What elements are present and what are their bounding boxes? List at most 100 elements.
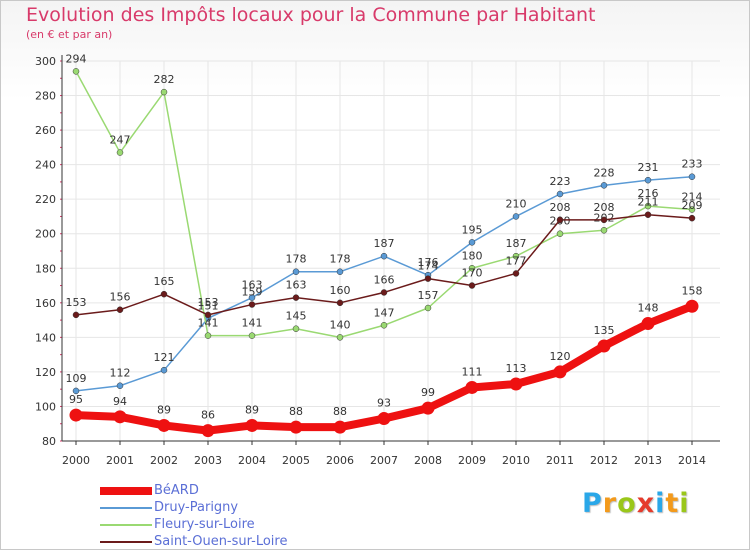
data-label-saintouen: 174: [418, 260, 439, 273]
data-label-fleury: 282: [154, 73, 175, 86]
data-label-druy: 121: [154, 351, 175, 364]
data-point-beard: [69, 408, 83, 422]
data-point-fleury: [160, 88, 168, 96]
data-label-saintouen: 160: [330, 284, 351, 297]
data-label-saintouen: 163: [286, 279, 307, 292]
x-tick-label: 2002: [150, 454, 178, 467]
x-tick-label: 2009: [458, 454, 486, 467]
data-label-saintouen: 165: [154, 275, 175, 288]
y-tick-label: 200: [35, 228, 56, 241]
data-point-saintouen: [248, 301, 256, 308]
data-label-druy: 223: [550, 175, 571, 188]
data-label-druy: 210: [506, 197, 527, 210]
data-label-beard: 158: [682, 284, 703, 297]
data-point-fleury: [380, 322, 388, 329]
data-point-beard: [113, 410, 127, 424]
data-point-saintouen: [336, 299, 344, 307]
data-point-druy: [116, 382, 124, 389]
data-label-fleury: 147: [374, 306, 395, 319]
data-label-druy: 163: [242, 279, 263, 292]
data-point-beard: [509, 377, 523, 391]
x-tick-label: 2006: [326, 454, 354, 467]
logo-letter: i: [655, 488, 666, 519]
logo-letter: t: [665, 488, 680, 519]
data-point-saintouen: [688, 214, 696, 222]
data-label-saintouen: 209: [682, 199, 703, 212]
data-label-druy: 195: [462, 223, 483, 236]
data-label-fleury: 187: [506, 237, 527, 250]
x-tick-label: 2013: [634, 454, 662, 467]
data-point-druy: [512, 213, 520, 220]
data-label-beard: 89: [157, 403, 171, 416]
data-point-druy: [600, 182, 608, 189]
data-point-druy: [292, 268, 300, 275]
data-point-saintouen: [512, 270, 520, 277]
y-tick-label: 180: [35, 262, 56, 275]
data-point-saintouen: [424, 275, 432, 282]
legend-swatch-fleury: [100, 524, 152, 526]
data-label-saintouen: 211: [638, 196, 659, 209]
data-point-beard: [333, 420, 347, 434]
x-tick-label: 2001: [106, 454, 134, 467]
data-label-beard: 111: [462, 365, 483, 378]
x-tick-label: 2008: [414, 454, 442, 467]
data-label-beard: 99: [421, 386, 435, 399]
data-point-saintouen: [72, 311, 80, 319]
data-point-fleury: [424, 304, 432, 312]
data-point-beard: [245, 418, 259, 432]
y-tick-label: 240: [35, 159, 56, 172]
data-point-saintouen: [160, 290, 168, 298]
data-point-beard: [157, 418, 171, 432]
logo-letter: x: [636, 488, 656, 519]
data-point-beard: [201, 424, 215, 438]
data-point-druy: [248, 294, 256, 301]
logo-letter: i: [679, 488, 690, 519]
data-label-druy: 109: [66, 372, 87, 385]
data-label-fleury: 247: [110, 134, 131, 147]
x-tick-label: 2011: [546, 454, 574, 467]
data-label-beard: 86: [201, 409, 215, 422]
data-point-saintouen: [292, 294, 300, 301]
data-point-fleury: [468, 265, 476, 272]
data-label-fleury: 140: [330, 318, 351, 331]
data-point-fleury: [512, 252, 520, 260]
data-point-druy: [380, 252, 388, 260]
data-point-druy: [688, 173, 696, 180]
x-tick-label: 2014: [678, 454, 706, 467]
data-label-beard: 135: [594, 324, 615, 337]
logo-letter: o: [617, 488, 637, 519]
data-point-fleury: [688, 206, 696, 213]
data-point-saintouen: [468, 282, 476, 289]
x-tick-label: 2004: [238, 454, 266, 467]
data-point-beard: [597, 339, 611, 353]
data-point-fleury: [116, 149, 124, 156]
data-point-fleury: [292, 325, 300, 332]
data-label-beard: 95: [69, 393, 83, 406]
data-label-saintouen: 153: [66, 296, 87, 309]
data-label-beard: 89: [245, 403, 259, 416]
legend-swatch-beard: [100, 487, 152, 495]
x-tick-label: 2012: [590, 454, 618, 467]
y-tick-label: 220: [35, 193, 56, 206]
data-label-fleury: 157: [418, 289, 439, 302]
y-tick-label: 280: [35, 90, 56, 103]
chart-subtitle: (en € et par an): [26, 28, 113, 41]
data-point-druy: [556, 190, 564, 198]
data-label-fleury: 214: [682, 191, 703, 204]
legend-item-druy: Druy-Parigny: [100, 500, 360, 517]
legend-item-fleury: Fleury-sur-Loire: [100, 517, 360, 534]
data-point-beard: [465, 380, 479, 394]
data-label-beard: 113: [506, 362, 527, 375]
data-point-beard: [289, 420, 303, 434]
legend-label-saintouen: Saint-Ouen-sur-Loire: [154, 534, 288, 549]
data-point-beard: [421, 401, 435, 415]
data-point-saintouen: [116, 306, 124, 313]
data-label-beard: 88: [289, 405, 303, 418]
y-tick-label: 160: [35, 297, 56, 310]
data-label-fleury: 294: [66, 52, 87, 65]
data-label-saintouen: 159: [242, 286, 263, 299]
logo-letter: r: [602, 488, 618, 519]
data-label-druy: 228: [594, 166, 615, 179]
data-label-saintouen: 170: [462, 267, 483, 280]
x-tick-label: 2005: [282, 454, 310, 467]
